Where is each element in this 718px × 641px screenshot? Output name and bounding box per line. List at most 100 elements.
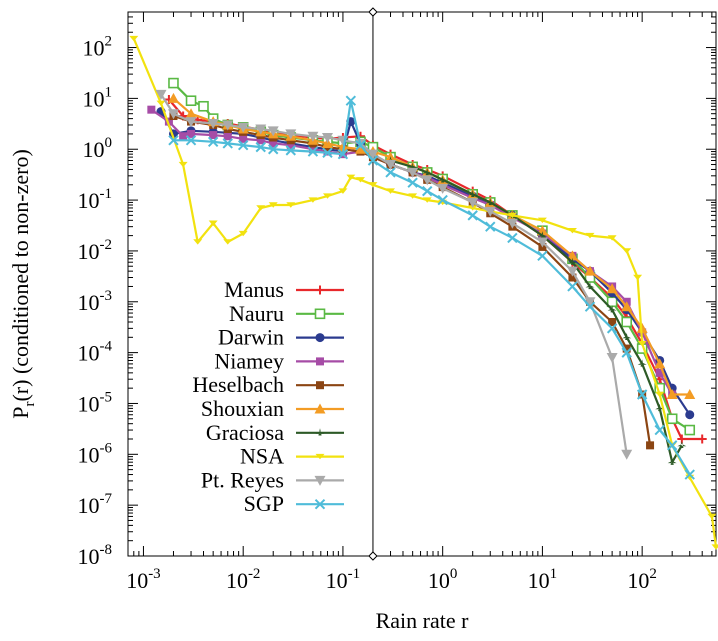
data-point (307, 131, 319, 142)
x-tick-base: 10 (126, 568, 148, 593)
data-point (684, 389, 696, 400)
data-point (566, 250, 578, 261)
data-point (655, 403, 665, 412)
data-point (167, 92, 179, 103)
y-axis-label-rest: (r) (conditioned to non-zero) (8, 149, 33, 401)
x-tick-base: 10 (226, 568, 248, 593)
data-point (666, 413, 678, 425)
data-point (506, 218, 518, 229)
data-point (567, 281, 578, 292)
legend-label: Manus (224, 277, 284, 302)
data-point (368, 182, 378, 188)
data-point (422, 167, 432, 176)
x-tick-base: 10 (627, 568, 649, 593)
legend-item: Graciosa (206, 420, 344, 445)
y-tick-label: 10-7 (78, 491, 113, 518)
data-point (222, 138, 233, 149)
data-point (646, 441, 655, 450)
data-point (537, 250, 548, 262)
y-tick-label: 10-2 (78, 237, 113, 264)
x-tick-label: 10-2 (226, 566, 261, 593)
data-point (207, 119, 219, 130)
data-point (338, 188, 348, 194)
data-point (314, 475, 326, 486)
data-point (187, 129, 196, 138)
data-point (636, 389, 648, 400)
y-tick-label: 10-4 (78, 339, 113, 366)
data-point (367, 149, 379, 160)
data-point (567, 257, 577, 265)
legend-item: NSA (240, 444, 344, 469)
data-point (147, 105, 156, 114)
y-tick-label: 10-1 (78, 186, 113, 213)
y-tick-exponent: 0 (105, 135, 113, 151)
y-tick-base: 10 (83, 36, 105, 61)
data-point (346, 174, 356, 181)
data-point (422, 197, 432, 203)
data-point (255, 141, 266, 153)
y-tick-label: 10-8 (78, 542, 113, 569)
data-point (507, 232, 518, 244)
data-point (168, 77, 179, 89)
x-tick-exponent: -2 (248, 566, 261, 582)
x-axis-label: Rain rate r (376, 608, 470, 633)
data-point (685, 410, 695, 420)
data-point (285, 145, 296, 156)
data-point (345, 95, 357, 106)
data-point (408, 193, 418, 199)
data-point (315, 453, 325, 460)
y-tick-exponent: -1 (100, 186, 113, 202)
data-point (568, 273, 577, 282)
data-point (607, 305, 617, 313)
data-point (156, 100, 166, 107)
data-point (608, 318, 617, 327)
x-tick-exponent: 1 (550, 566, 558, 582)
x-tick-label: 102 (627, 566, 657, 593)
data-point (322, 147, 333, 159)
legend-item: Shouxian (201, 396, 344, 421)
x-tick-exponent: 2 (649, 566, 657, 582)
legend-label: Darwin (218, 325, 284, 350)
data-point (606, 353, 618, 364)
y-tick-base: 10 (78, 391, 100, 416)
data-point (268, 144, 279, 155)
y-tick-label: 102 (83, 34, 113, 61)
data-point (315, 285, 325, 295)
y-tick-base: 10 (78, 290, 100, 315)
data-point (386, 188, 396, 194)
data-point (622, 344, 631, 353)
data-point (269, 139, 278, 148)
x-tick-label: 10-3 (126, 566, 161, 593)
data-point (606, 283, 618, 294)
data-point (322, 193, 332, 199)
y-tick-base: 10 (78, 188, 100, 213)
data-point (654, 358, 666, 369)
legend-item: Darwin (218, 325, 344, 350)
data-point (437, 183, 449, 194)
data-point (422, 185, 433, 197)
data-point (654, 424, 665, 436)
data-point (316, 357, 324, 366)
data-point (622, 248, 632, 254)
series-pt-reyes (155, 89, 633, 460)
data-point (267, 126, 279, 137)
series-sgp (168, 95, 695, 480)
y-tick-label: 100 (83, 135, 113, 162)
legend-item: Heselbach (192, 372, 344, 397)
data-point (421, 175, 433, 186)
data-point (308, 145, 317, 154)
y-tick-base: 10 (78, 544, 100, 569)
data-point (467, 210, 478, 221)
data-point (286, 202, 296, 208)
data-point (308, 197, 318, 203)
data-point (584, 297, 596, 308)
y-tick-exponent: -2 (100, 237, 113, 253)
data-point (684, 424, 696, 436)
data-point (536, 237, 548, 248)
data-point (355, 139, 366, 151)
data-point (437, 194, 448, 206)
data-point (637, 359, 647, 367)
x-tick-label: 100 (428, 566, 458, 593)
data-point (467, 197, 479, 208)
x-tick-base: 10 (528, 568, 550, 593)
